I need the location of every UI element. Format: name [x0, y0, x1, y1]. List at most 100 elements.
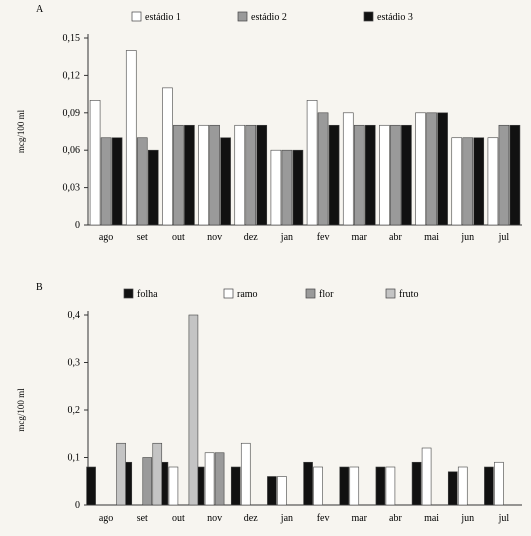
bar-A-estádio-2	[426, 112, 437, 226]
y-tick-label-A: 0,06	[63, 145, 81, 156]
x-tick-label-B: abr	[389, 513, 402, 524]
bar-A-estádio-2	[245, 124, 257, 226]
bar-A-estádio-1	[162, 87, 173, 226]
bar-A-estádio-1	[125, 50, 137, 226]
y-tick-label-A: 0,12	[63, 70, 81, 81]
bar-A-estádio-2	[462, 137, 474, 226]
y-tick-label-B: 0,2	[68, 405, 81, 416]
bar-B-ramo	[385, 466, 396, 506]
x-tick-label-B: fev	[317, 513, 330, 524]
legend-label-B: flor	[319, 289, 334, 300]
bar-A-estádio-2	[209, 124, 220, 226]
x-tick-label-A: mai	[424, 232, 439, 243]
legend-label-A: estádio 2	[251, 12, 287, 23]
bar-A-estádio-1	[379, 124, 390, 226]
bar-B-ramo	[421, 447, 432, 506]
legend-swatch-B	[223, 288, 234, 299]
bar-A-estádio-1	[198, 124, 209, 226]
x-tick-label-A: ago	[99, 232, 113, 243]
legend-label-B: fruto	[399, 289, 418, 300]
panel-letter-B: B	[36, 282, 43, 293]
bar-A-estádio-2	[173, 124, 184, 226]
x-tick-label-B: mai	[424, 513, 439, 524]
bar-B-folha	[230, 466, 241, 506]
bar-A-estádio-3	[401, 124, 412, 226]
legend-swatch-B	[305, 288, 316, 299]
bar-B-folha	[86, 466, 96, 506]
bar-A-estádio-1	[89, 100, 101, 226]
y-tick-label-A: 0,15	[63, 33, 81, 44]
bar-A-estádio-3	[111, 137, 123, 226]
bar-B-flor	[142, 457, 153, 506]
x-tick-label-A: mar	[351, 232, 367, 243]
legend-swatch-B	[123, 288, 134, 299]
x-tick-label-A: jun	[460, 232, 474, 243]
x-tick-label-B: jul	[498, 513, 510, 524]
panel-letter-A: A	[36, 4, 44, 15]
bar-A-estádio-2	[390, 124, 401, 226]
x-tick-label-A: jan	[280, 232, 293, 243]
x-tick-label-B: nov	[207, 513, 222, 524]
x-tick-label-A: fev	[317, 232, 330, 243]
bar-A-estádio-3	[256, 124, 268, 226]
bar-A-estádio-3	[147, 149, 159, 226]
y-tick-label-A: 0,03	[63, 183, 81, 194]
bar-B-flor	[214, 452, 225, 506]
bar-B-ramo	[457, 466, 468, 506]
legend-swatch-A	[237, 11, 248, 22]
bar-A-estádio-2	[353, 124, 365, 226]
bar-A-estádio-1	[270, 149, 282, 226]
x-tick-label-B: dez	[244, 513, 258, 524]
bar-A-estádio-3	[509, 124, 521, 226]
bar-B-folha	[303, 461, 313, 506]
x-tick-label-A: jul	[498, 232, 510, 243]
bar-A-estádio-1	[487, 137, 499, 226]
legend-swatch-A	[363, 11, 374, 22]
bar-A-estádio-3	[328, 124, 340, 226]
bar-B-folha	[484, 466, 494, 506]
x-tick-label-B: jun	[460, 513, 474, 524]
bar-A-estádio-3	[364, 124, 376, 226]
bar-A-estádio-1	[451, 137, 463, 226]
x-tick-label-A: set	[137, 232, 148, 243]
bar-B-folha	[447, 471, 458, 506]
y-tick-label-B: 0	[75, 500, 80, 511]
y-tick-label-B: 0,1	[68, 453, 81, 464]
x-tick-label-A: dez	[244, 232, 258, 243]
bar-B-fruto	[116, 442, 126, 506]
x-tick-label-B: out	[172, 513, 185, 524]
bar-B-fruto	[152, 442, 163, 506]
x-tick-label-A: abr	[389, 232, 402, 243]
legend-swatch-B	[385, 288, 396, 299]
y-tick-label-A: 0	[75, 220, 80, 231]
y-axis-label-B: mcg/100 ml	[16, 388, 26, 432]
bar-A-estádio-1	[342, 112, 354, 226]
legend-swatch-A	[131, 11, 142, 22]
bar-A-estádio-1	[306, 100, 318, 226]
bar-B-folha	[411, 461, 422, 506]
bar-A-estádio-2	[100, 137, 112, 226]
y-tick-label-B: 0,4	[68, 310, 81, 321]
bar-A-estádio-3	[473, 137, 485, 226]
bar-B-ramo	[313, 466, 323, 506]
bar-A-estádio-3	[184, 124, 195, 226]
bar-A-estádio-3	[292, 149, 304, 226]
x-tick-label-B: ago	[99, 513, 113, 524]
bar-B-ramo	[494, 461, 504, 506]
y-tick-label-A: 0,09	[63, 108, 81, 119]
bar-B-folha	[267, 476, 277, 506]
x-tick-label-B: jan	[280, 513, 293, 524]
x-tick-label-A: nov	[207, 232, 222, 243]
legend-label-B: folha	[137, 289, 158, 300]
bar-A-estádio-1	[415, 112, 426, 226]
bar-A-estádio-2	[281, 149, 293, 226]
bar-A-estádio-3	[437, 112, 448, 226]
bar-B-folha	[375, 466, 386, 506]
x-tick-label-B: set	[137, 513, 148, 524]
legend-label-A: estádio 3	[377, 12, 413, 23]
bar-B-fruto	[188, 314, 199, 506]
bar-B-folha	[339, 466, 350, 506]
bar-A-estádio-3	[220, 137, 231, 226]
x-tick-label-A: out	[172, 232, 185, 243]
